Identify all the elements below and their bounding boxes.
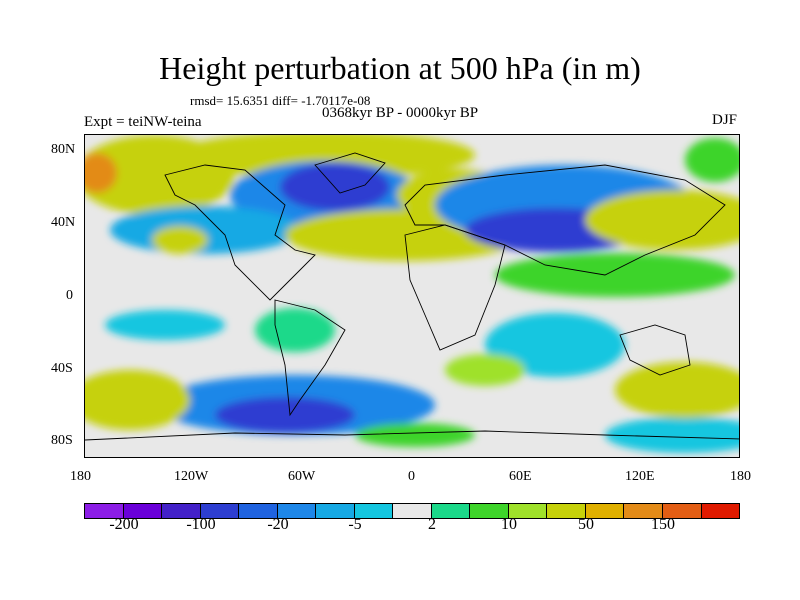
eurasia-outline (404, 164, 726, 276)
colorbar-label: 150 (651, 516, 675, 533)
y-tick-label: 0 (66, 288, 73, 303)
x-tick-label: 0 (408, 469, 415, 484)
colorbar-segment (547, 504, 586, 518)
x-tick-label: 120E (625, 469, 655, 484)
colorbar-segment (585, 504, 625, 518)
colorbar-segment (200, 504, 240, 518)
y-tick-label: 80S (51, 433, 73, 448)
negative-region (215, 397, 355, 433)
colorbar-label: 2 (428, 516, 436, 533)
colorbar-label: 50 (578, 516, 594, 533)
greenland-outline (314, 152, 386, 194)
negative-region (485, 313, 625, 377)
positive-region (175, 135, 475, 179)
colorbar-label: 10 (501, 516, 517, 533)
x-tick-label: 180 (70, 469, 91, 484)
positive-region (585, 190, 739, 250)
colorbar-segment (624, 504, 663, 518)
colorbar-segment (701, 504, 740, 518)
positive-region (495, 253, 735, 297)
positive-region (355, 423, 475, 447)
colorbar-segment (316, 504, 355, 518)
positive-region (85, 153, 117, 193)
x-tick-label: 180 (730, 469, 751, 484)
colorbar-segment (393, 504, 432, 518)
positive-region (152, 226, 208, 254)
x-tick-label: 60W (288, 469, 316, 484)
positive-region (445, 354, 525, 386)
antarctica-outline (85, 430, 739, 441)
colorbar-segment (162, 504, 201, 518)
colorbar-segment (508, 504, 548, 518)
colorbar-segment (354, 504, 394, 518)
colorbar-segment (277, 504, 317, 518)
colorbar-label: -20 (267, 516, 289, 533)
positive-region (615, 362, 739, 418)
perturbation-field (85, 135, 739, 453)
experiment-label: Expt = teiNW-teina (84, 114, 202, 130)
stats-line: rmsd= 15.6351 diff= -1.70117e-08 (190, 93, 371, 108)
positive-region (255, 308, 335, 352)
map-panel (84, 134, 740, 458)
colorbar-segment (470, 504, 509, 518)
y-tick-label: 40N (51, 215, 76, 230)
map-canvas (85, 135, 739, 457)
negative-region (110, 206, 300, 254)
positive-region (85, 370, 190, 430)
south-america-outline (274, 299, 346, 417)
negative-region (605, 417, 739, 453)
colorbar-segment (662, 504, 702, 518)
colorbar-segment (239, 504, 278, 518)
colorbar-segment (123, 504, 163, 518)
colorbar-segment (85, 504, 124, 518)
colorbar (84, 503, 740, 519)
negative-region (105, 310, 225, 340)
colorbar-label: -100 (186, 516, 216, 533)
positive-region (685, 138, 739, 182)
coastlines (85, 152, 739, 441)
colorbar-label: -200 (109, 516, 139, 533)
x-tick-label: 60E (509, 469, 532, 484)
colorbar-segment (431, 504, 471, 518)
y-tick-label: 80N (51, 142, 76, 157)
colorbar-label: -5 (348, 516, 362, 533)
y-tick-label: 40S (51, 361, 73, 376)
chart-title: Height perturbation at 500 hPa (in m) (159, 50, 641, 86)
australia-outline (619, 324, 691, 376)
x-tick-label: 120W (174, 469, 209, 484)
north-america-outline (164, 164, 316, 301)
period-label: 0368kyr BP - 0000kyr BP (322, 105, 479, 121)
season-label: DJF (712, 112, 738, 128)
